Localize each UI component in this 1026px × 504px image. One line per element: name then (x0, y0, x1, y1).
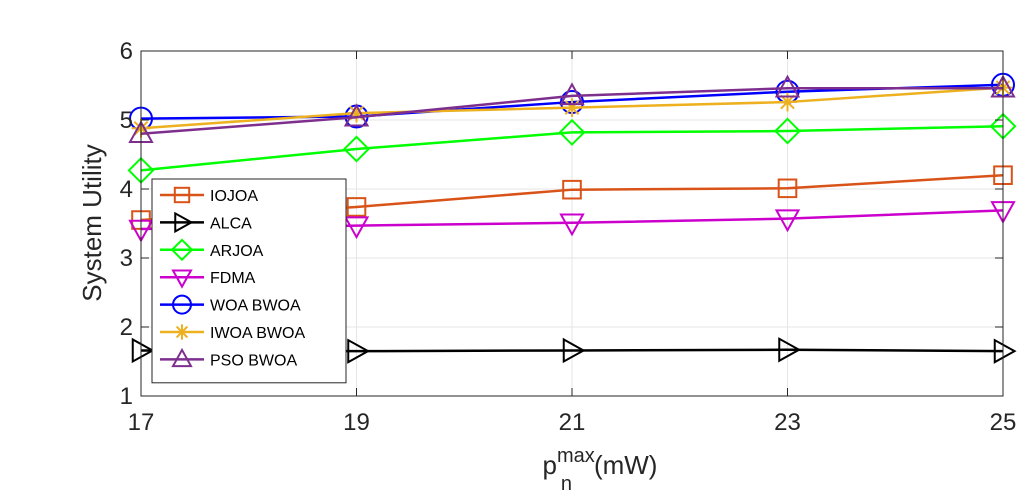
legend-item-iwoa-bwoa: IWOA BWOA (160, 324, 305, 342)
y-tick-label-4: 4 (120, 176, 133, 203)
legend-label: IWOA BWOA (210, 325, 305, 342)
series-arjoa (127, 112, 1017, 184)
legend-label: ARJOA (210, 243, 264, 260)
x-axis-title-superscript: max (557, 445, 595, 467)
data-point (774, 209, 801, 233)
data-point (559, 213, 585, 237)
data-point (774, 74, 801, 98)
x-tick-label-17: 17 (128, 409, 155, 436)
data-point (778, 337, 802, 363)
y-tick-label-2: 2 (120, 314, 133, 341)
x-axis-title: pmax n (mW) (543, 445, 658, 495)
legend-label: ALCA (210, 215, 252, 232)
data-point (558, 118, 586, 146)
legend-item-pso-bwoa: PSO BWOA (160, 347, 297, 369)
series-line (140, 87, 1003, 136)
legend-label: IOJOA (210, 188, 258, 205)
data-point (346, 197, 367, 217)
legend-item-iojoa: IOJOA (160, 186, 258, 205)
x-axis-title-base: p (543, 450, 557, 480)
legend-marker (170, 238, 194, 262)
legend-marker (174, 324, 190, 340)
data-point (131, 337, 155, 364)
y-tick-label-5: 5 (120, 107, 133, 134)
data-point (347, 338, 371, 364)
data-point (773, 117, 802, 145)
data-point (559, 82, 585, 106)
data-point (343, 103, 370, 127)
y-tick-label-1: 1 (120, 383, 133, 410)
x-tick-label-23: 23 (774, 409, 801, 436)
data-point (562, 337, 586, 364)
legend-marker (172, 294, 192, 315)
x-tick-label-25: 25 (990, 409, 1017, 436)
data-point (562, 179, 582, 200)
data-point (993, 338, 1017, 364)
legend-item-alca: ALCA (160, 211, 252, 234)
legend-label: PSO BWOA (210, 352, 297, 369)
x-tick-label-19: 19 (343, 409, 370, 436)
legend-label: FDMA (210, 270, 256, 287)
legend-marker (171, 347, 193, 368)
y-tick-label-3: 3 (120, 245, 133, 272)
data-point (777, 178, 798, 199)
data-point (562, 98, 582, 117)
x-axis-title-unit: (mW) (594, 450, 658, 480)
legend: IOJOA ALCA ARJOA FDMA WOA BWOA IWOA BWOA PSO B… (151, 178, 347, 384)
legend-marker (173, 186, 191, 204)
legend-item-arjoa: ARJOA (160, 238, 264, 262)
legend-item-woa-bwoa: WOA BWOA (160, 294, 301, 315)
legend-marker (174, 211, 194, 234)
x-axis-title-subscript: n (561, 473, 572, 495)
legend-item-fdma: FDMA (160, 269, 256, 289)
data-point (343, 216, 370, 240)
y-axis-title: System Utility (77, 144, 107, 301)
legend-marker (171, 269, 193, 289)
data-point (778, 92, 797, 112)
x-tick-label-21: 21 (559, 409, 586, 436)
series-line (140, 124, 1004, 172)
data-point (342, 135, 371, 163)
y-tick-label-6: 6 (120, 38, 133, 65)
legend-label: WOA BWOA (210, 298, 301, 315)
